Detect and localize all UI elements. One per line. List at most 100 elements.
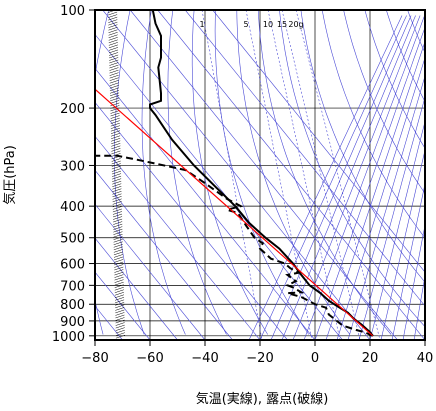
isotherm-line — [102, 10, 371, 340]
temperature-curve — [149, 10, 374, 337]
wind-barb — [109, 59, 119, 64]
wind-barb — [109, 87, 120, 92]
wind-barb — [109, 64, 119, 69]
wind-barb — [115, 302, 125, 306]
wind-barb — [108, 49, 119, 54]
wind-barb — [109, 90, 120, 94]
dry-adiabat-line — [214, 10, 310, 335]
mixing-ratio-labels: 1 5 10 15 20g — [199, 20, 303, 29]
wind-barb — [108, 14, 118, 18]
wind-barb — [110, 117, 120, 122]
moist-adiabat-line — [391, 182, 425, 340]
wind-barb — [111, 168, 121, 172]
wind-barb — [109, 69, 119, 74]
wind-barb — [109, 74, 119, 79]
x-tick-label: −20 — [246, 351, 273, 366]
moist-adiabat-line — [314, 26, 425, 340]
wind-barb — [108, 42, 118, 46]
moist-adiabat-line — [336, 56, 425, 340]
wind-barb — [110, 125, 120, 129]
wind-barb — [109, 77, 119, 81]
mixing-ratio-label: 1 — [199, 20, 204, 29]
isotherm-line — [184, 10, 425, 307]
wind-barb — [114, 271, 124, 276]
wind-barb — [108, 44, 118, 49]
wind-barb — [112, 206, 122, 210]
wind-barb — [114, 264, 124, 268]
wind-barb — [111, 148, 121, 152]
dry-adiabat-line — [279, 10, 425, 328]
isotherm-line — [95, 67, 316, 340]
isotherm-line — [95, 169, 233, 340]
wind-barb — [113, 226, 123, 230]
wind-barb — [110, 122, 120, 127]
wind-barb — [113, 236, 123, 240]
wind-barb — [110, 107, 120, 112]
moist-adiabat-line — [281, 15, 416, 340]
wind-barb — [109, 54, 119, 59]
y-tick-label: 800 — [60, 298, 85, 313]
x-tick-label: 0 — [311, 351, 319, 366]
x-tick-label: 40 — [417, 351, 434, 366]
wind-barb — [113, 216, 123, 220]
wind-barb — [115, 327, 125, 331]
wind-barb — [112, 191, 122, 195]
isotherm-line — [95, 237, 178, 340]
wind-barb — [111, 135, 121, 139]
wind-barb — [110, 127, 121, 132]
wind-barb — [108, 24, 118, 28]
wind-barb — [113, 239, 123, 243]
wind-barb — [108, 29, 118, 33]
wind-barb — [111, 165, 121, 170]
wind-barb — [112, 201, 122, 205]
wind-barb — [113, 218, 123, 223]
wind-barb — [114, 289, 124, 293]
wind-barb — [113, 246, 123, 251]
moist-adiabat-line — [270, 15, 412, 340]
isotherm-line — [95, 101, 288, 340]
x-axis-title: 気温(実線), 露点(破線) — [196, 391, 329, 407]
dry-adiabat-line — [343, 10, 425, 194]
wind-barb — [110, 102, 120, 107]
moist-adiabat-line — [369, 120, 425, 340]
wind-barb — [114, 274, 124, 278]
wind-barb — [115, 334, 126, 339]
wind-barb — [108, 39, 118, 44]
isotherm-line — [95, 33, 343, 340]
wind-barb — [112, 196, 122, 200]
wind-barb — [115, 319, 125, 324]
wind-barbs — [107, 10, 126, 339]
wind-barb — [112, 193, 122, 198]
x-tick-label: 20 — [362, 351, 379, 366]
isotherm-line — [95, 271, 151, 340]
moist-adiabat-line — [303, 15, 425, 340]
wind-barb — [110, 100, 120, 104]
wind-barb — [111, 163, 121, 167]
dry-adiabat-line — [429, 10, 436, 335]
wind-barb — [115, 322, 125, 326]
wind-barb — [114, 294, 125, 299]
y-tick-label: 200 — [60, 102, 85, 117]
wind-barb — [115, 307, 125, 311]
x-ticks: −80 −60 −40 −20 0 20 40 — [81, 340, 433, 366]
wind-barb — [112, 211, 123, 215]
wind-barb — [111, 150, 121, 155]
wind-barb — [115, 314, 125, 319]
x-tick-label: −60 — [136, 351, 163, 366]
y-tick-label: 500 — [60, 232, 85, 247]
wind-barb — [108, 37, 118, 41]
wind-barb — [114, 292, 124, 296]
wind-barb — [114, 281, 124, 286]
dry-adiabat-line — [191, 10, 268, 335]
wind-barb — [115, 312, 125, 316]
moist-adiabat-line — [358, 95, 425, 340]
wind-barb — [115, 324, 125, 329]
wind-barb — [112, 213, 123, 218]
dry-adiabat-line — [0, 10, 2, 335]
wind-barb — [109, 52, 119, 56]
wind-barb — [110, 130, 121, 134]
wind-barb — [109, 57, 119, 61]
wind-barb — [109, 79, 119, 84]
y-axis-title: 気圧(hPa) — [2, 145, 18, 205]
wind-barb — [108, 19, 118, 23]
